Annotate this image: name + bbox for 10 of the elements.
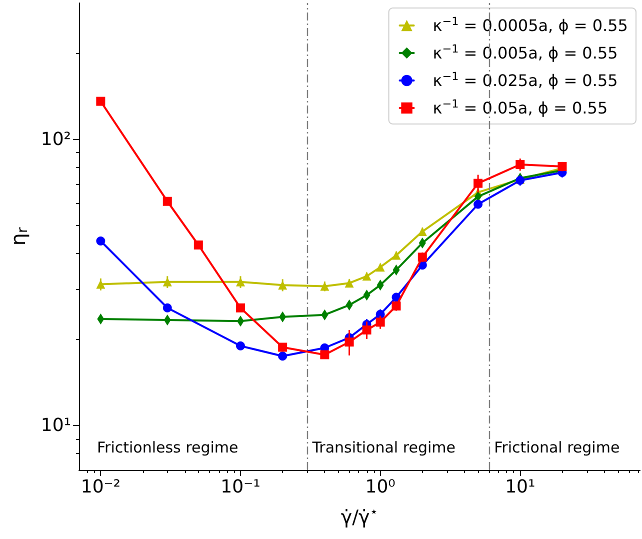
x-tick-label: 10⁰ bbox=[365, 476, 396, 498]
y-axis-title: ηr bbox=[6, 227, 31, 246]
annotation: Frictionless regime bbox=[97, 438, 238, 456]
x-axis-title: γ̇/γ̇⋆ bbox=[340, 505, 378, 528]
annotation: Frictional regime bbox=[494, 438, 620, 456]
x-tick-label: 10⁻² bbox=[80, 476, 120, 498]
x-tick-label: 10⁻¹ bbox=[220, 476, 260, 498]
y-tick-label: 10² bbox=[40, 129, 72, 150]
x-tick-label: 10¹ bbox=[505, 476, 536, 498]
annotation: Transitional regime bbox=[311, 438, 456, 456]
